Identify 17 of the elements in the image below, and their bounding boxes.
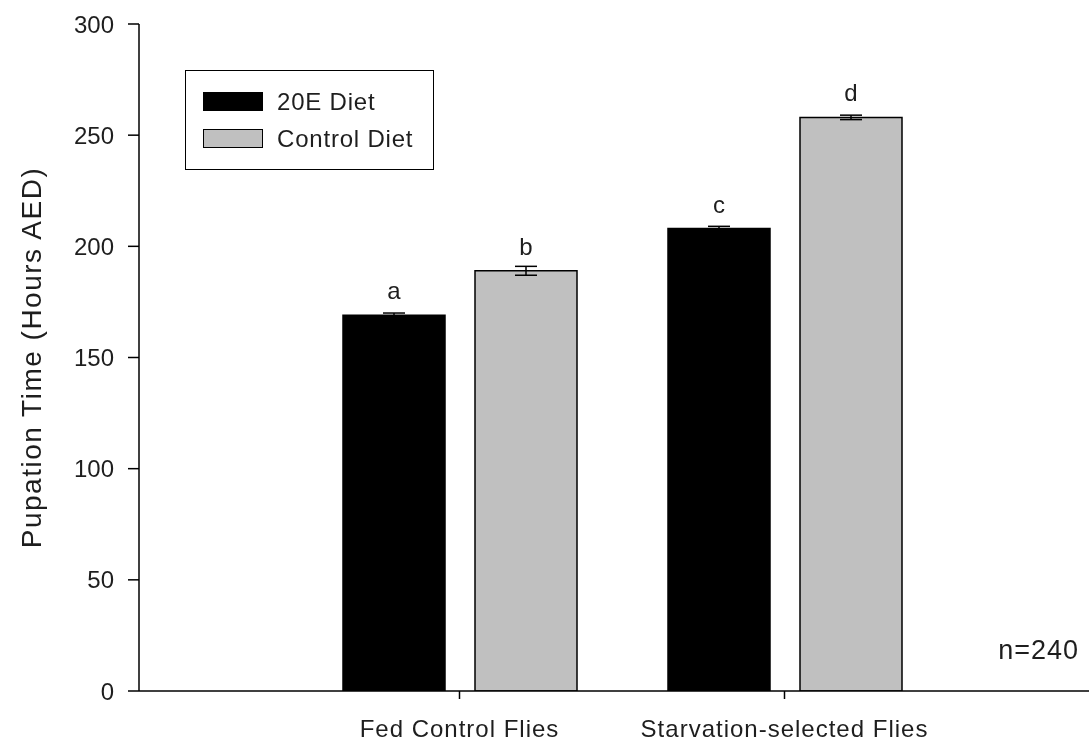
legend-label: 20E Diet (277, 87, 376, 116)
annotation: n=240 (998, 635, 1079, 665)
y-tick-label: 100 (73, 455, 114, 483)
y-tick-label: 50 (87, 566, 114, 594)
y-tick-label: 150 (73, 344, 114, 372)
data-label: c (713, 190, 725, 218)
data-label: b (519, 232, 533, 260)
y-tick-label: 300 (73, 10, 114, 38)
y-axis-title: Pupation Time (Hours AED) (15, 166, 47, 549)
y-tick-label: 250 (73, 121, 114, 149)
y-tick-label: 200 (73, 232, 114, 260)
y-tick-label: 0 (100, 677, 114, 705)
data-label: a (387, 277, 402, 305)
x-tick-label: Starvation-selected Flies (640, 715, 929, 742)
data-label: d (844, 79, 858, 107)
legend-label: Control Diet (277, 124, 414, 153)
x-tick-label: Fed Control Flies (359, 715, 560, 742)
